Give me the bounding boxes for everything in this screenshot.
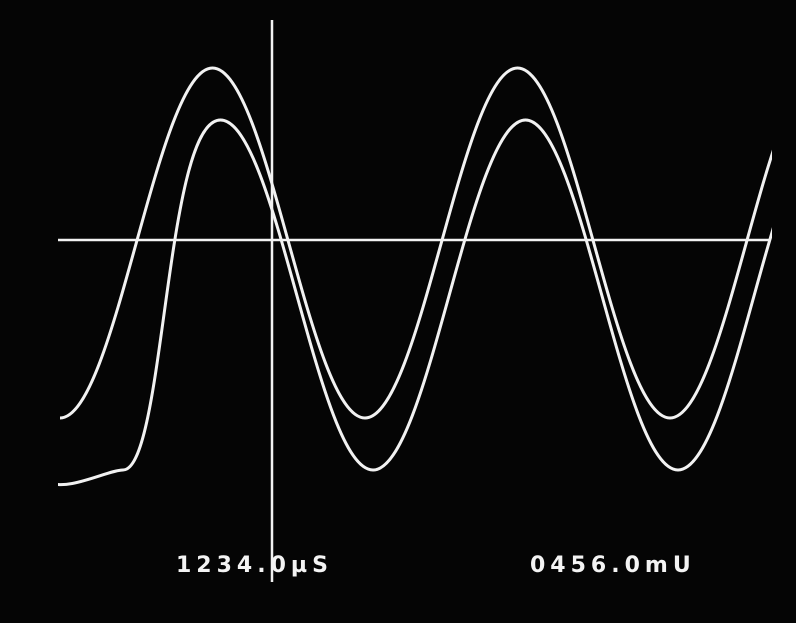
voltage-readout: 0456.0mU bbox=[530, 553, 696, 578]
page: 1234.0µS 0456.0mU (() => { const data = … bbox=[0, 0, 796, 623]
time-readout: 1234.0µS bbox=[176, 553, 333, 578]
screen-background bbox=[0, 0, 796, 623]
oscilloscope-screen: 1234.0µS 0456.0mU bbox=[0, 0, 796, 623]
